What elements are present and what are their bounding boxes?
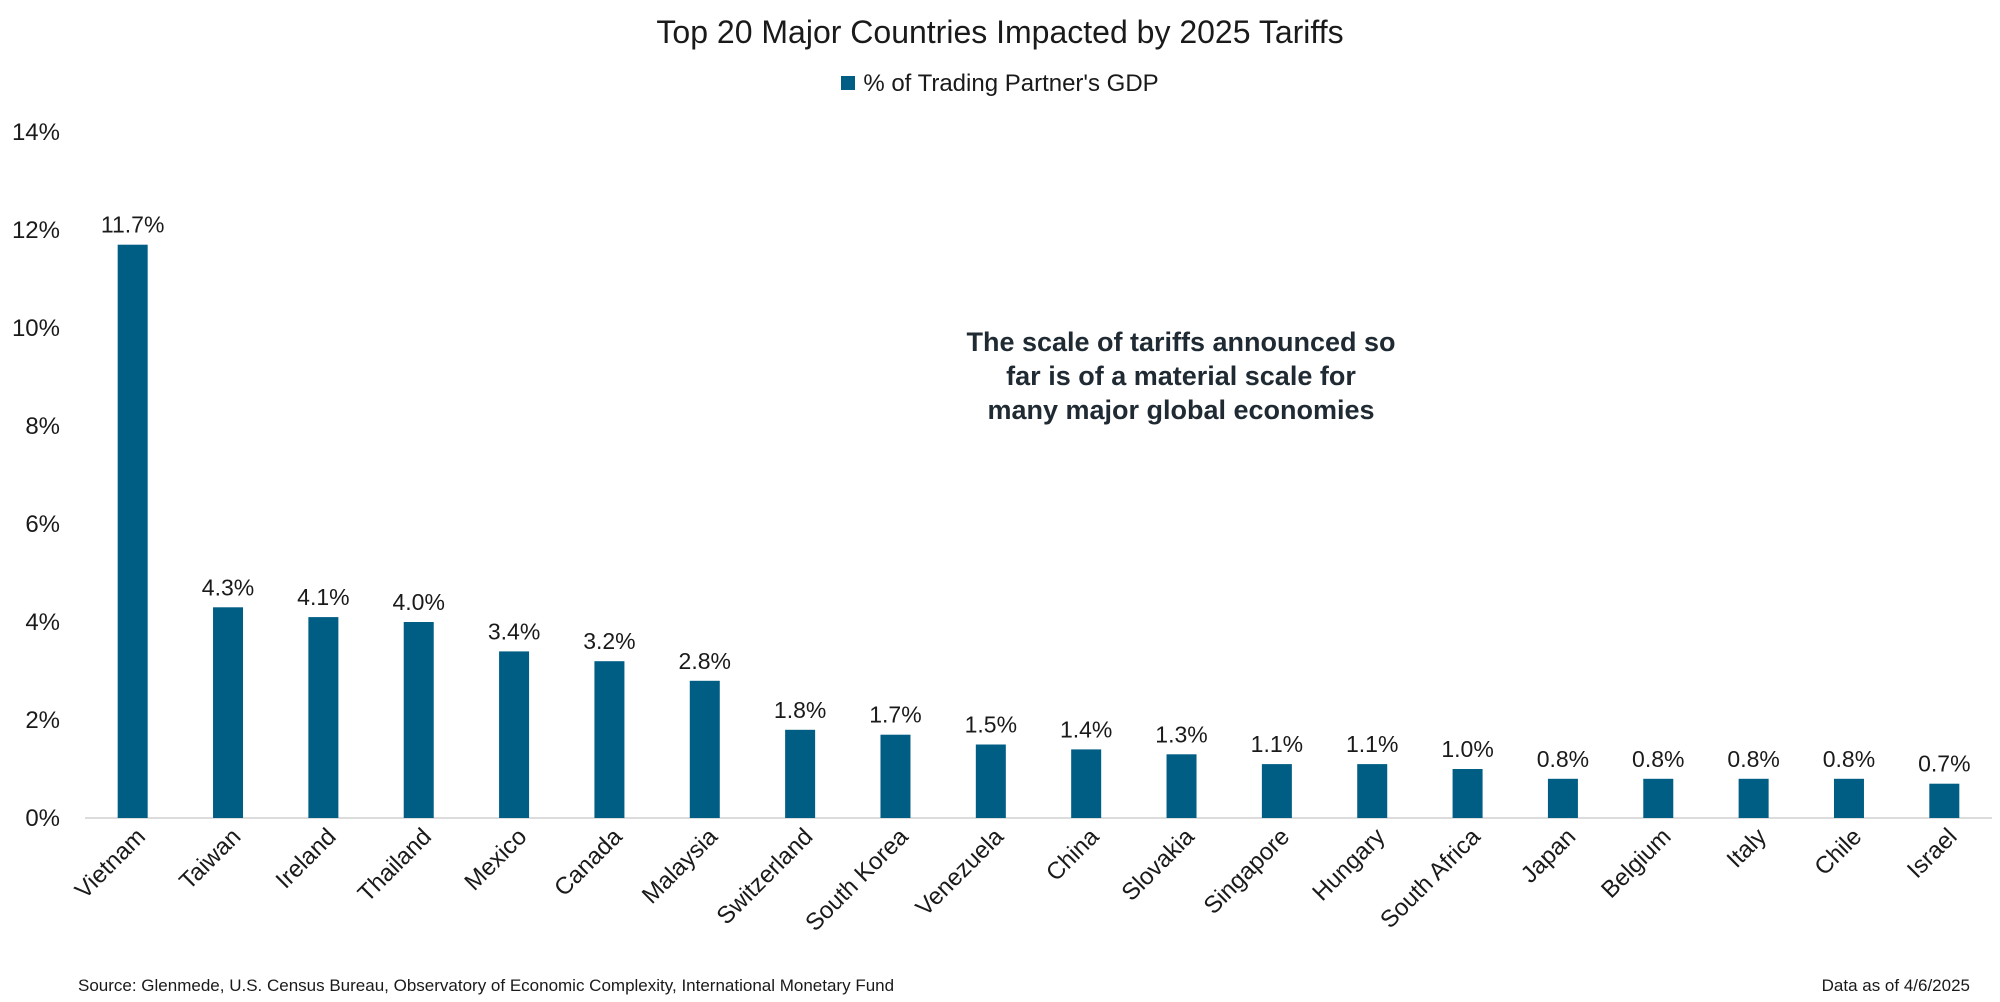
data-label: 3.4% [488, 618, 540, 644]
x-tick-label: South Africa [1375, 823, 1486, 934]
bar [1643, 778, 1674, 818]
y-tick-label: 4% [25, 609, 60, 636]
legend-label: % of Trading Partner's GDP [863, 70, 1159, 97]
y-tick-label: 14% [12, 119, 60, 146]
x-tick-label: Chile [1809, 823, 1867, 881]
x-tick-label: Taiwan [174, 823, 246, 895]
x-tick-label: Malaysia [637, 823, 724, 910]
bar [1261, 764, 1292, 818]
bar [1929, 783, 1960, 818]
data-label: 2.8% [679, 648, 731, 674]
data-label: 3.2% [583, 628, 635, 654]
x-tick-label: Venezuela [911, 823, 1010, 922]
x-tick-label: South Korea [800, 823, 914, 937]
y-tick-label: 8% [25, 413, 60, 440]
bar [1833, 778, 1864, 818]
bar [403, 622, 434, 818]
x-tick-label: Slovakia [1117, 823, 1201, 907]
y-tick-label: 6% [25, 511, 60, 538]
bar [117, 244, 148, 818]
source-note: Source: Glenmede, U.S. Census Bureau, Ob… [78, 976, 895, 995]
x-tick-label: Hungary [1307, 823, 1390, 906]
x-tick-label: Mexico [459, 823, 532, 896]
y-tick-label: 2% [25, 707, 60, 734]
bar [880, 734, 911, 818]
x-tick-label: Israel [1902, 823, 1963, 884]
data-label: 4.1% [297, 584, 349, 610]
bar [1166, 754, 1197, 818]
bar [689, 680, 720, 818]
bar [785, 729, 816, 818]
data-label: 1.5% [965, 712, 1017, 738]
x-tick-label: Ireland [271, 823, 342, 894]
x-tick-label: Italy [1722, 823, 1772, 873]
data-label: 1.4% [1060, 716, 1112, 742]
data-label: 0.8% [1727, 746, 1779, 772]
data-label: 1.1% [1251, 731, 1303, 757]
legend: % of Trading Partner's GDP [0, 70, 2000, 98]
bar [1547, 778, 1578, 818]
x-tick-label: Singapore [1199, 823, 1295, 919]
x-tick-label: China [1041, 823, 1105, 887]
y-tick-label: 12% [12, 217, 60, 244]
bar [1357, 764, 1388, 818]
data-label: 1.0% [1441, 736, 1493, 762]
x-tick-label: Vietnam [70, 823, 151, 904]
data-date-note: Data as of 4/6/2025 [1821, 976, 1970, 995]
bar [1071, 749, 1102, 818]
bar [1738, 778, 1769, 818]
bar [975, 744, 1006, 818]
data-label: 4.0% [393, 589, 445, 615]
data-label: 1.1% [1346, 731, 1398, 757]
x-tick-label: Thailand [353, 823, 437, 907]
data-label: 1.3% [1155, 721, 1207, 747]
data-label: 0.8% [1632, 746, 1684, 772]
legend-swatch [841, 76, 856, 90]
data-label: 11.7% [101, 212, 165, 238]
data-label: 1.7% [869, 702, 921, 728]
x-tick-label: Canada [549, 823, 628, 902]
bar [213, 607, 244, 818]
y-tick-label: 0% [25, 805, 60, 832]
x-tick-label: Belgium [1596, 823, 1676, 903]
data-label: 0.7% [1918, 751, 1970, 777]
data-label: 1.8% [774, 697, 826, 723]
chart-title: Top 20 Major Countries Impacted by 2025 … [656, 14, 1344, 50]
y-tick-label: 10% [12, 315, 60, 342]
data-label: 4.3% [202, 574, 254, 600]
annotation: The scale of tariffs announced so far is … [966, 327, 1395, 425]
bar [308, 617, 339, 818]
data-label: 0.8% [1823, 746, 1875, 772]
x-tick-label: Japan [1516, 823, 1581, 888]
bar [1452, 769, 1483, 818]
bar [594, 661, 625, 818]
data-label: 0.8% [1537, 746, 1589, 772]
x-tick-label: Switzerland [712, 823, 819, 930]
bar [499, 651, 530, 818]
